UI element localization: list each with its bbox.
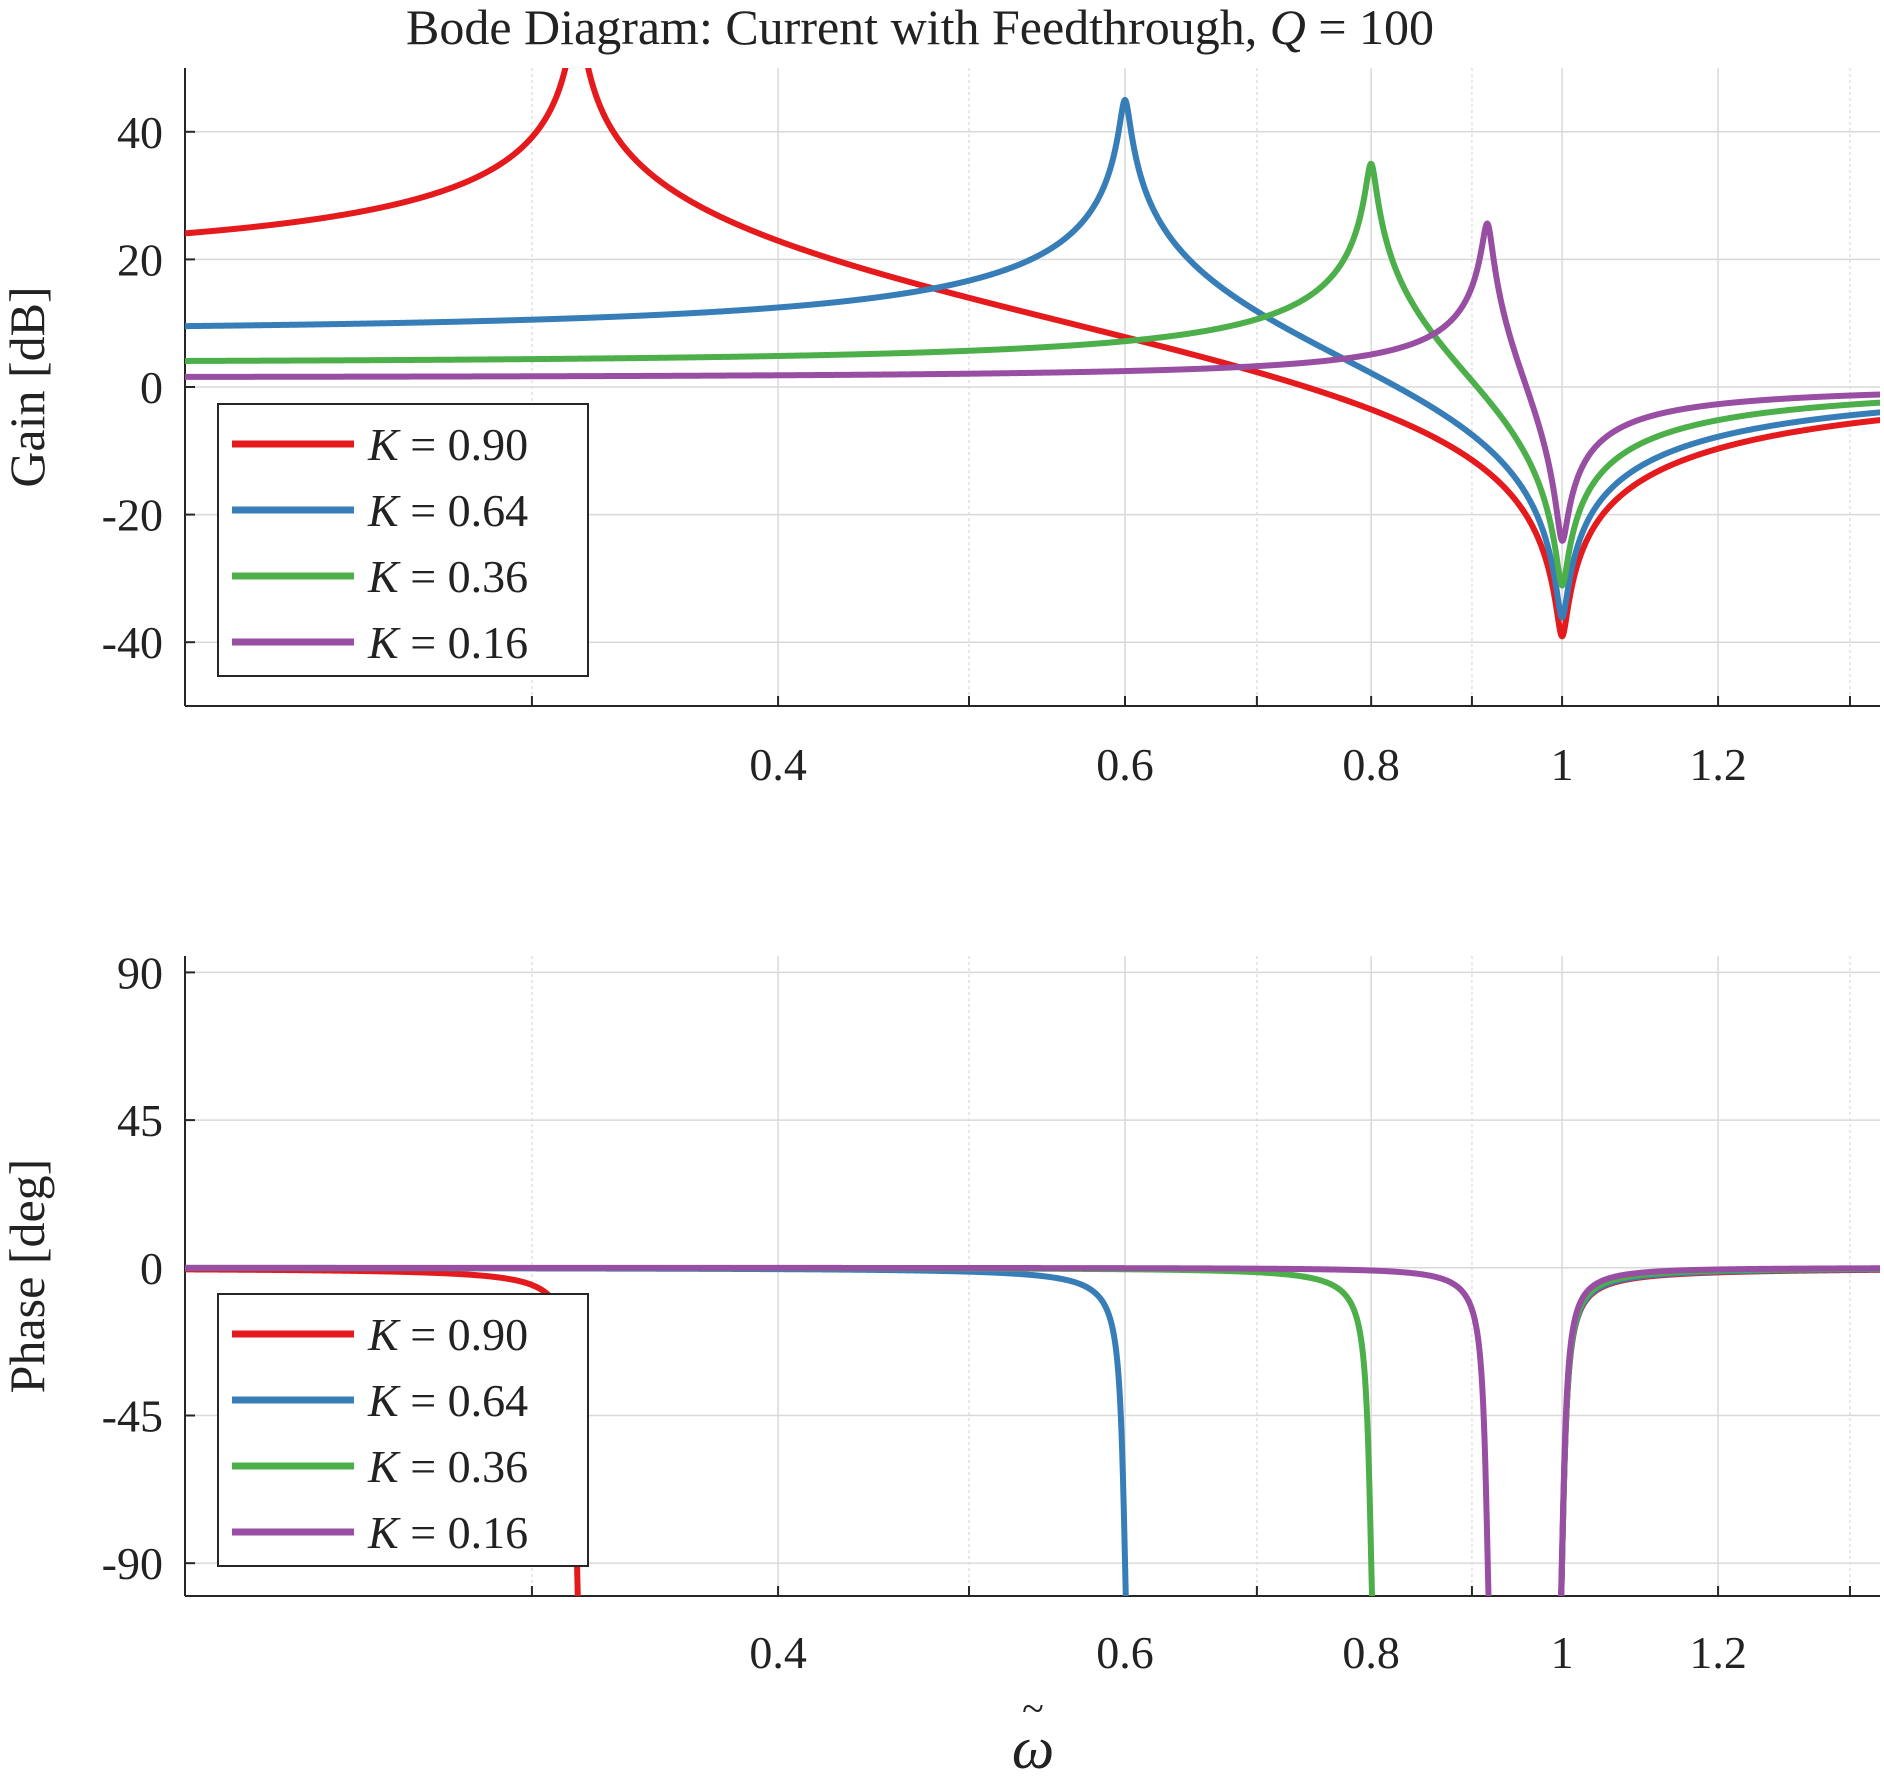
series-line-016 (185, 220, 1880, 544)
x-tick-label: 0.6 (1096, 739, 1154, 790)
y-tick-label: 0 (140, 362, 163, 413)
legend-box (217, 1293, 589, 1567)
y-tick-label: -20 (102, 490, 163, 541)
y-tick-label: -90 (102, 1538, 163, 1589)
legend-label: K = 0.16 (367, 617, 528, 668)
phase-subplot: 90 45 0 -45 -90 0.4 0.6 0.8 1 1.2 Phase [deg] K = 0… (0, 947, 1880, 1678)
series-line-016 (185, 1264, 1880, 1596)
y-axis-label: Phase [deg] (0, 1159, 55, 1394)
x-axis-label-tilde: ~ (1022, 1686, 1044, 1731)
y-axis-label: Gain [dB] (0, 286, 55, 487)
y-tick-label: 90 (117, 947, 163, 998)
x-tick-label: 1 (1551, 739, 1574, 790)
chart-title: Bode Diagram: Current with Feedthrough, … (406, 0, 1434, 55)
legend: K = 0.90 K = 0.64 K = 0.36 K = 0.16 (217, 403, 589, 677)
y-tick-label: 0 (140, 1243, 163, 1294)
chart-title-symbol: Q (1270, 0, 1306, 55)
x-tick-label: 0.6 (1096, 1627, 1154, 1678)
x-tick-label: 0.4 (749, 1627, 807, 1678)
x-tick-label: 0.8 (1342, 1627, 1400, 1678)
y-tick-label: -45 (102, 1390, 163, 1441)
series-line-064 (185, 96, 1880, 621)
legend-label: K = 0.64 (367, 485, 528, 536)
legend-box (217, 403, 589, 677)
legend-label: K = 0.16 (367, 1507, 528, 1558)
x-axis-label: ω (1012, 1715, 1054, 1780)
y-tick-label: 45 (117, 1095, 163, 1146)
x-tick-label: 1.2 (1689, 1627, 1747, 1678)
legend-label: K = 0.90 (367, 419, 528, 470)
x-tick-label: 1.2 (1689, 739, 1747, 790)
x-tick-label: 1 (1551, 1627, 1574, 1678)
y-tick-label: 20 (117, 234, 163, 285)
legend-label: K = 0.90 (367, 1309, 528, 1360)
gain-subplot: 40 20 0 -20 -40 0.4 0.6 0.8 1 1.2 Gain [dB] K = 0.9… (0, 68, 1880, 790)
x-tick-label: 0.4 (749, 739, 807, 790)
legend-label: K = 0.64 (367, 1375, 528, 1426)
legend-label: K = 0.36 (367, 551, 528, 602)
legend: K = 0.90 K = 0.64 K = 0.36 K = 0.16 (217, 1293, 589, 1567)
x-tick-label: 0.8 (1342, 739, 1400, 790)
series-line-036 (185, 160, 1880, 589)
y-tick-label: 40 (117, 107, 163, 158)
legend-label: K = 0.36 (367, 1441, 528, 1492)
series-line-090 (185, 68, 1880, 640)
y-tick-label: -40 (102, 617, 163, 668)
